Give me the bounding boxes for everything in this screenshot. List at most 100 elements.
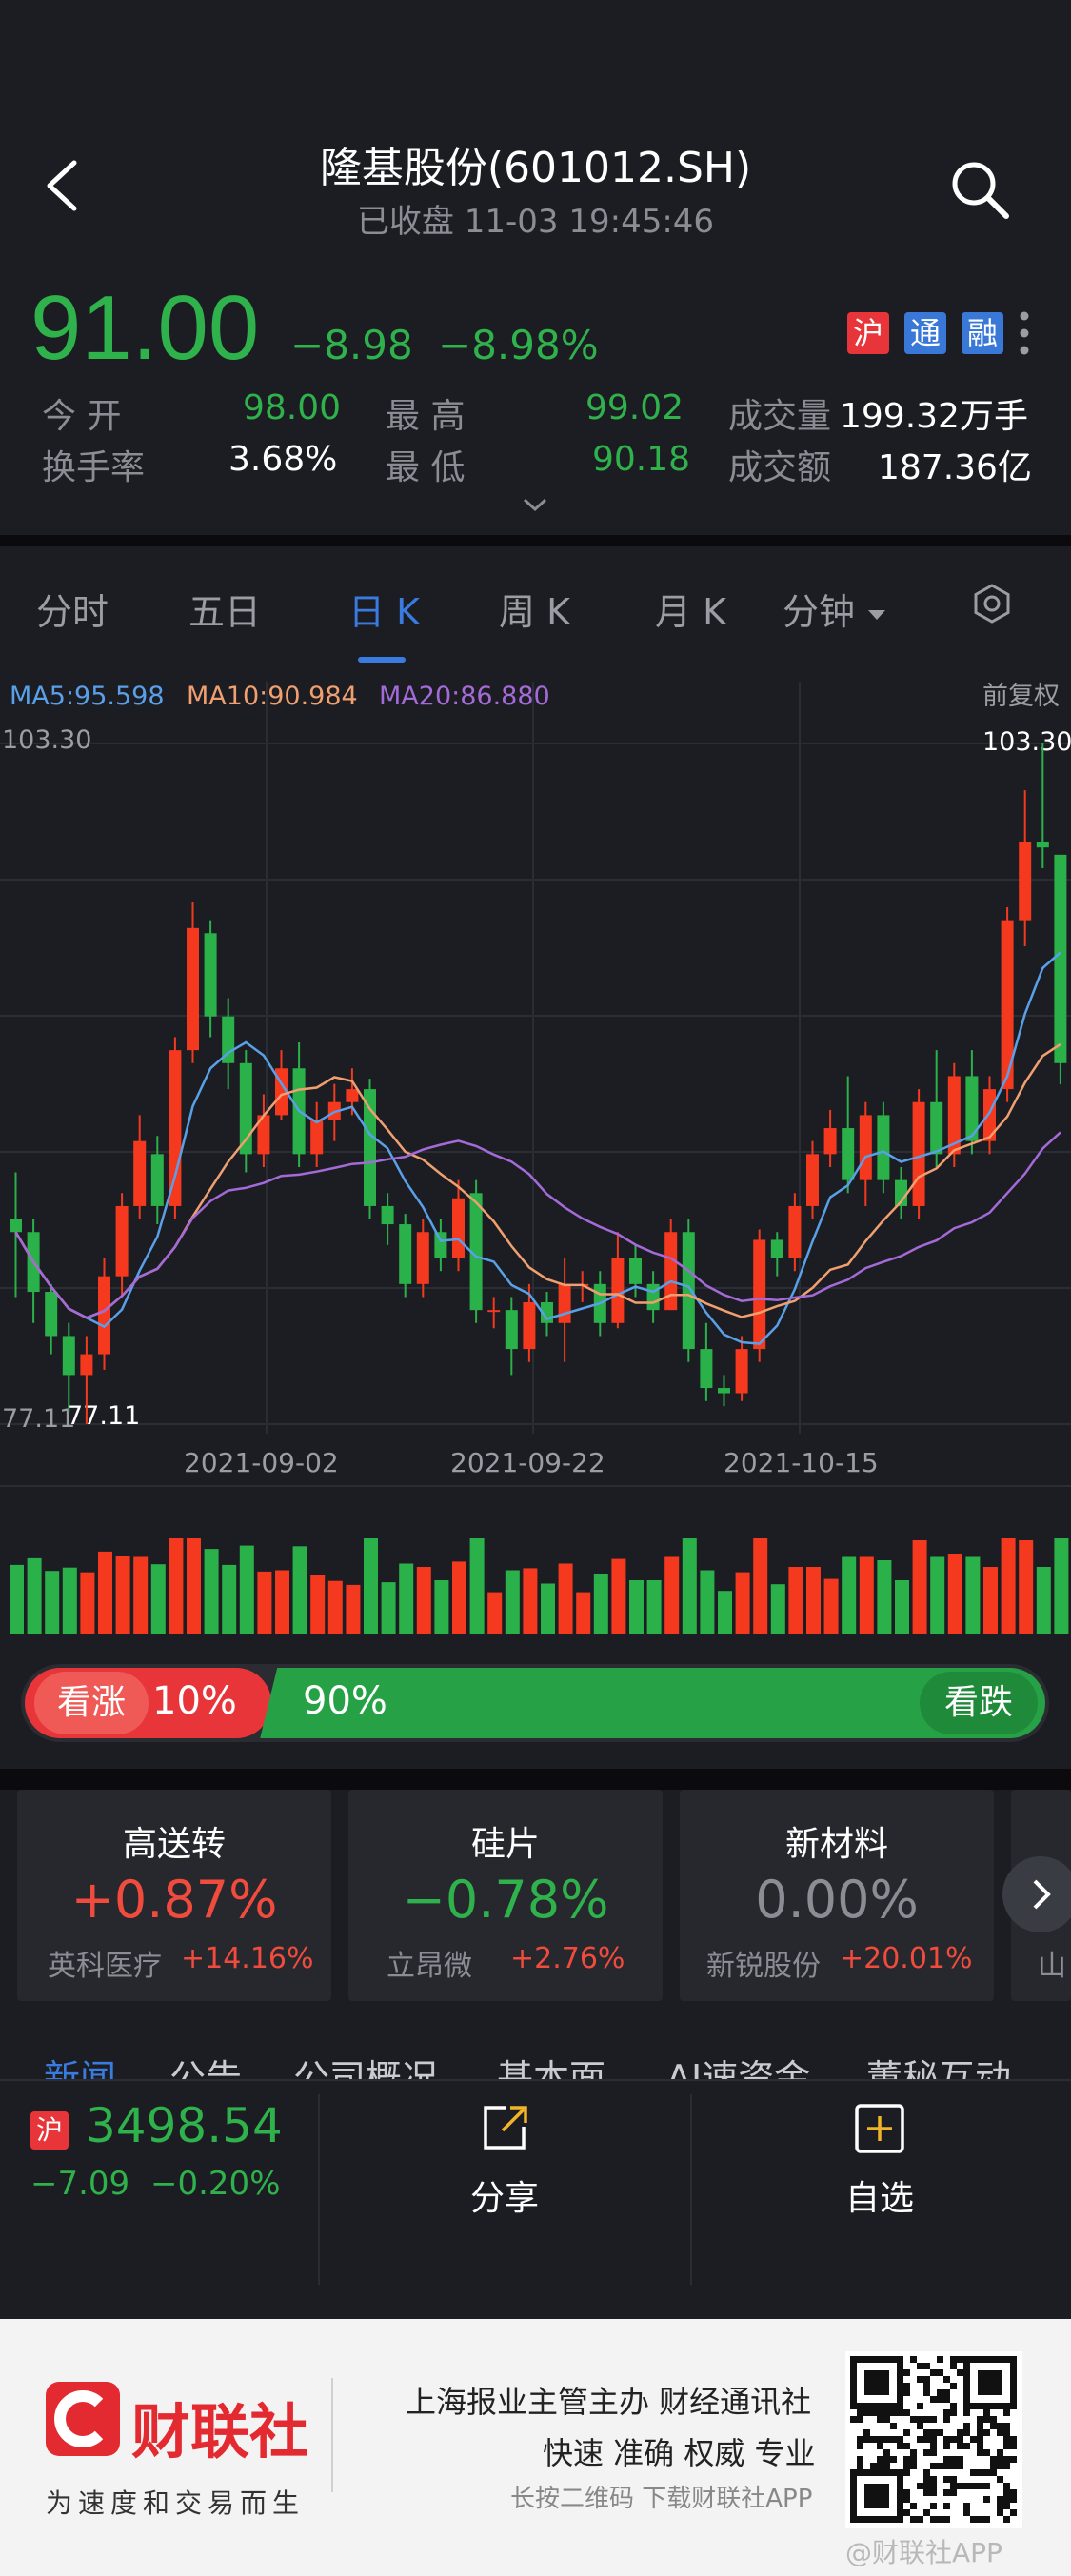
vote-fall-button[interactable]: 看跌 [920, 1672, 1038, 1734]
volume-bar [187, 1538, 201, 1634]
volume-bar [275, 1570, 289, 1634]
candle-body [753, 1239, 766, 1350]
quote-header [0, 0, 1071, 533]
volume-bar [204, 1549, 219, 1634]
candle-body [80, 1354, 93, 1376]
volume-bar [115, 1556, 130, 1634]
volume-bar [700, 1570, 715, 1634]
chart-grid [0, 682, 1071, 1487]
tab-ai-capital[interactable]: AI速资金 [666, 2057, 811, 2081]
sector-card[interactable]: 新材料 0.00% 新锐股份 +20.01% [680, 1790, 994, 2001]
tab-weekly-k[interactable]: 周 K [499, 591, 570, 633]
chevron-down-icon[interactable] [519, 495, 551, 514]
add-watchlist-button[interactable]: 自选 [794, 2102, 965, 2218]
footer-line3: 长按二维码 下载财联社APP [510, 2485, 813, 2513]
watermark: @财联社APP [845, 2537, 1002, 2568]
search-icon[interactable] [947, 157, 1014, 224]
back-arrow-icon[interactable] [38, 157, 86, 214]
candle-body [150, 1154, 164, 1206]
more-vertical-icon[interactable] [1017, 309, 1032, 357]
tab-news[interactable]: 新闻 [44, 2057, 117, 2081]
vote-rise-button[interactable]: 看涨 [34, 1672, 149, 1734]
connect-badge: 通 [904, 312, 946, 354]
volume-bar [80, 1572, 95, 1634]
volume-bar [434, 1580, 449, 1634]
volume-bar [222, 1564, 237, 1634]
tab-announcements[interactable]: 公告 [169, 2057, 243, 2081]
ma20-label: MA20:86.880 [379, 682, 550, 711]
candle-body [399, 1224, 412, 1284]
sector-lead-change: +2.76% [510, 1942, 625, 1975]
sector-card[interactable]: 高送转 +0.87% 英科医疗 +14.16% [17, 1790, 331, 2001]
volume-value: 199.32万手 [840, 397, 1028, 436]
chevron-right-icon[interactable] [1002, 1856, 1071, 1932]
candle-body [664, 1232, 678, 1311]
candle-body [859, 1115, 872, 1180]
candle-body [735, 1349, 748, 1394]
volume-bar [1036, 1567, 1051, 1634]
low-value: 90.18 [592, 440, 691, 479]
volume-bar [381, 1582, 396, 1634]
divider [331, 2378, 333, 2492]
candles [10, 743, 1067, 1424]
low-marker: 77.11 [67, 1401, 140, 1431]
index-badge: 沪 [30, 2111, 69, 2150]
volume-bar [842, 1556, 857, 1634]
tab-secretary[interactable]: 董秘互动 [866, 2057, 1012, 2081]
volume-bar [541, 1583, 555, 1634]
sector-lead-stock: 山 [1038, 1950, 1066, 1983]
y-min-label: 77.11 [2, 1404, 75, 1434]
adjust-label: 前复权 [982, 682, 1060, 711]
candle-body [257, 1115, 270, 1155]
qr-code-icon[interactable] [845, 2351, 1022, 2528]
candle-body [381, 1205, 394, 1225]
tab-fundamentals[interactable]: 基本面 [497, 2057, 606, 2081]
sector-name: 高送转 [122, 1825, 226, 1864]
x-tick: 2021-10-15 [724, 1447, 879, 1478]
volume-bar [505, 1570, 520, 1634]
tab-monthly-k[interactable]: 月 K [655, 591, 726, 633]
candle-body [187, 927, 199, 1051]
x-tick: 2021-09-02 [184, 1447, 339, 1478]
tab-intraday[interactable]: 分时 [36, 591, 109, 633]
stock-title: 隆基股份(601012.SH) [319, 144, 752, 192]
volume-bar [895, 1580, 909, 1634]
shanghai-badge: 沪 [847, 312, 889, 354]
share-button[interactable]: 分享 [419, 2102, 590, 2218]
high-label: 最 高 [386, 397, 466, 436]
ma5-label: MA5:95.598 [10, 682, 165, 711]
volume-bar [593, 1574, 608, 1634]
bottom-bar [0, 2079, 1071, 2321]
volume-bar [770, 1584, 785, 1634]
candle-body [806, 1154, 819, 1206]
volume-bar [965, 1556, 981, 1634]
y-max-label: 103.30 [2, 725, 91, 755]
volume-bar [629, 1580, 644, 1634]
index-value[interactable]: 3498.54 [86, 2098, 283, 2153]
settings-icon[interactable] [971, 583, 1013, 624]
candle-body [718, 1388, 730, 1394]
volume-bar [947, 1554, 962, 1634]
volume-bar [133, 1556, 149, 1634]
volume-bar [399, 1563, 414, 1634]
tab-daily-k[interactable]: 日 K [348, 591, 420, 633]
volume-bar [292, 1546, 307, 1634]
sector-lead-stock: 立昂微 [387, 1950, 472, 1983]
kline-chart[interactable]: MA5:95.598 MA10:90.984 MA20:86.880 前复权 1… [0, 672, 1071, 1634]
ma20-line [14, 1131, 1061, 1319]
watchlist-label: 自选 [844, 2179, 914, 2218]
tab-minute[interactable]: 分钟 [783, 583, 887, 635]
volume-bar [452, 1561, 466, 1634]
candle-body [505, 1310, 518, 1350]
index-change: −7.09 [30, 2165, 130, 2203]
candle-body [434, 1232, 447, 1258]
volume-bar [859, 1556, 874, 1634]
divider [0, 535, 1071, 546]
sector-card[interactable]: 硅片 −0.78% 立昂微 +2.76% [348, 1790, 663, 2001]
candle-body [115, 1205, 129, 1277]
tab-five-day[interactable]: 五日 [188, 591, 262, 633]
x-tick: 2021-09-22 [450, 1447, 605, 1478]
candle-body [169, 1050, 182, 1206]
volume-bar [27, 1557, 42, 1634]
tab-company-profile[interactable]: 公司概况 [293, 2057, 439, 2081]
